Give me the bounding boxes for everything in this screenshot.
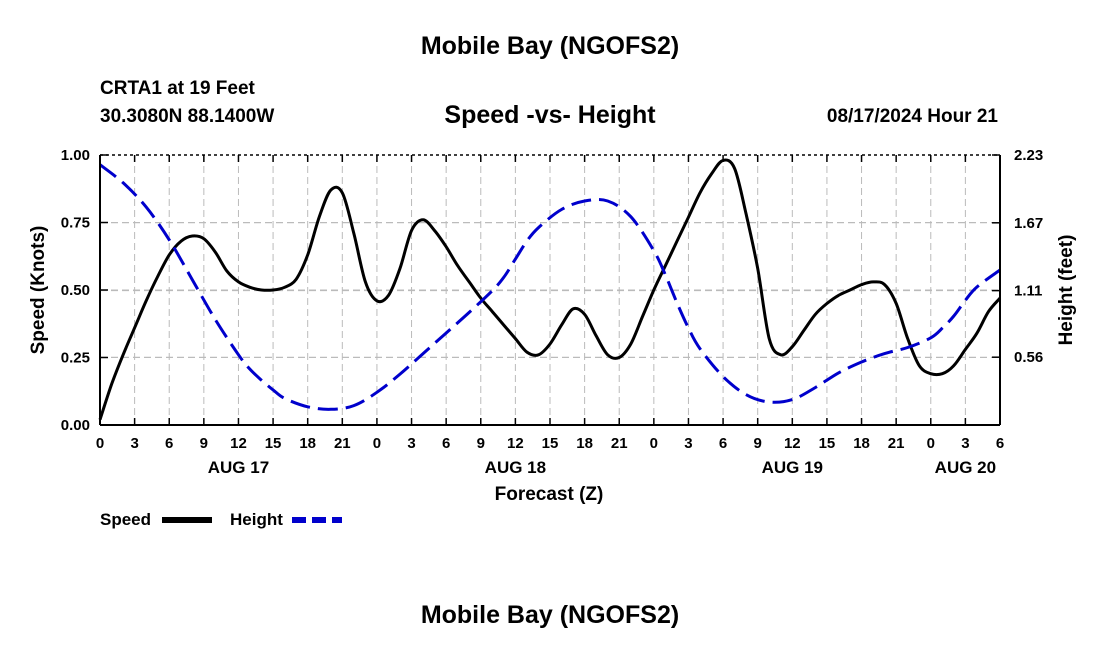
date-label: AUG 17 [208, 458, 269, 477]
date-label: AUG 19 [762, 458, 823, 477]
x-tick-label: 18 [853, 435, 870, 452]
x-tick-label: 18 [299, 435, 316, 452]
y2-tick-label: 2.23 [1014, 147, 1043, 164]
page-title-bottom: Mobile Bay (NGOFS2) [420, 601, 680, 629]
legend-speed-label: Speed [100, 510, 151, 529]
x-tick-label: 0 [96, 435, 104, 452]
series-height-line [99, 163, 1001, 411]
y2-tick-label: 1.67 [1014, 215, 1043, 232]
x-tick-label: 3 [684, 435, 692, 452]
date-label: AUG 20 [935, 458, 996, 477]
x-tick-label: 12 [784, 435, 801, 452]
x-tick-label: 3 [130, 435, 138, 452]
x-axis-label: Forecast (Z) [495, 484, 604, 505]
x-tick-label: 12 [507, 435, 524, 452]
x-tick-label: 0 [927, 435, 935, 452]
x-tick-label: 6 [165, 435, 173, 452]
x-tick-label: 9 [754, 435, 762, 452]
y2-tick-label: 0.56 [1014, 349, 1043, 366]
legend: Speed Height [100, 510, 342, 529]
y-tick-label: 0.25 [61, 350, 90, 367]
x-tick-label: 0 [650, 435, 658, 452]
axis-labels: Forecast (Z) Speed (Knots) Height (feet) [28, 226, 1077, 505]
station-coordinates: 30.3080N 88.1400W [100, 106, 275, 127]
grid-lines [100, 155, 1000, 425]
chart-title: Speed -vs- Height [444, 101, 656, 129]
x-tick-label: 12 [230, 435, 247, 452]
y-axis-label: Speed (Knots) [28, 226, 49, 355]
date-label: AUG 18 [485, 458, 546, 477]
x-tick-label: 21 [888, 435, 905, 452]
x-tick-label: 9 [200, 435, 208, 452]
x-tick-label: 6 [996, 435, 1004, 452]
y-tick-label: 0.75 [61, 215, 90, 232]
x-tick-label: 0 [373, 435, 381, 452]
series-speed-line [98, 158, 1002, 421]
x-tick-label: 3 [961, 435, 969, 452]
x-tick-label: 15 [265, 435, 282, 452]
x-tick-label: 18 [576, 435, 593, 452]
x-tick-label: 6 [719, 435, 727, 452]
x-tick-label: 9 [477, 435, 485, 452]
series-layer [98, 158, 1002, 421]
x-tick-label: 6 [442, 435, 450, 452]
y-tick-label: 0.00 [61, 417, 90, 434]
x-tick-label: 21 [611, 435, 628, 452]
x-tick-label: 15 [542, 435, 559, 452]
y2-tick-label: 1.11 [1014, 283, 1042, 300]
page-title: Mobile Bay (NGOFS2) [420, 32, 680, 60]
y-tick-label: 1.00 [61, 147, 90, 164]
y-tick-label: 0.50 [61, 282, 90, 299]
forecast-timestamp: 08/17/2024 Hour 21 [826, 106, 998, 127]
x-tick-label: 15 [819, 435, 836, 452]
legend-height-label: Height [230, 510, 283, 529]
x-tick-label: 3 [407, 435, 415, 452]
axes: 0 3 6 9 12 15 18 21 0 3 6 9 12 15 18 21 0 3 6 9 12 15 18 21 0 3 6 0… [61, 147, 1043, 477]
x-tick-label: 21 [334, 435, 351, 452]
station-label: CRTA1 at 19 Feet [100, 78, 255, 99]
y2-axis-label: Height (feet) [1056, 235, 1077, 346]
